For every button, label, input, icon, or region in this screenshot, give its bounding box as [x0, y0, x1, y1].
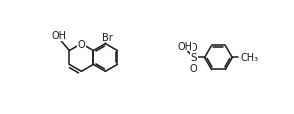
Text: OH: OH — [178, 41, 193, 51]
Text: O: O — [190, 42, 198, 52]
Text: S: S — [191, 53, 197, 63]
Text: CH₃: CH₃ — [241, 53, 259, 63]
Text: Br: Br — [101, 32, 112, 42]
Text: O: O — [78, 39, 85, 49]
Text: OH: OH — [52, 31, 67, 41]
Text: O: O — [190, 64, 198, 74]
